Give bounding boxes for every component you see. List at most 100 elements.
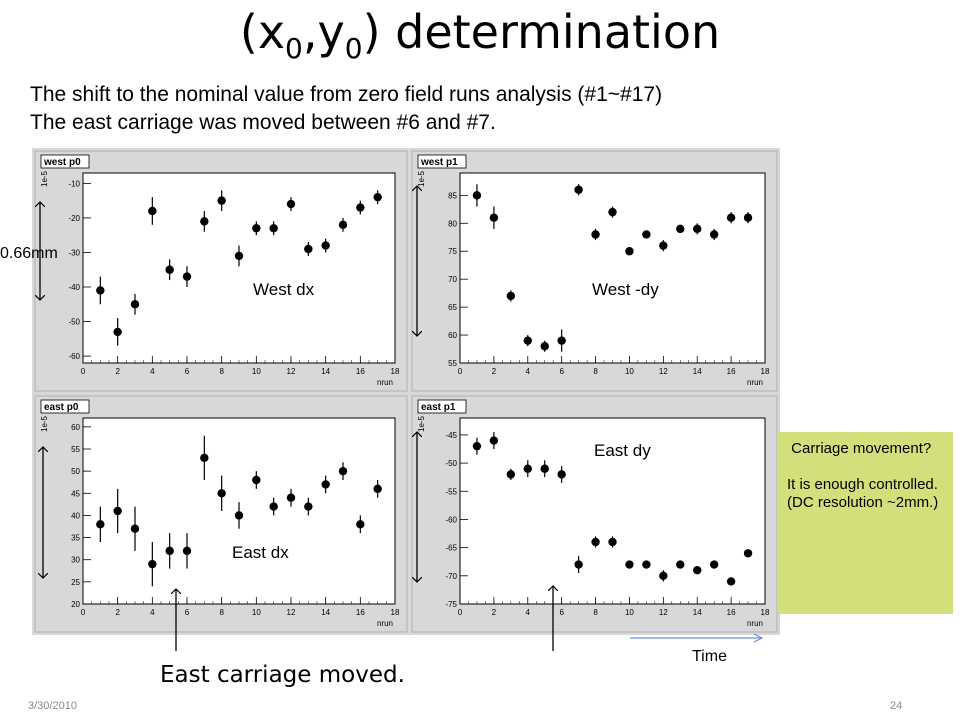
x-tick-label: 6 [559,608,564,617]
y-tick-label: 30 [71,556,80,565]
data-point [130,524,140,533]
data-point [557,470,566,479]
x-tick-label: 18 [391,608,400,617]
x-tick-label: 6 [185,367,190,376]
y-tick-label: 20 [71,600,80,609]
data-point [182,272,192,281]
data-point [574,185,583,194]
y-tick-label: -60 [445,515,457,524]
x-tick-label: 16 [727,608,736,617]
chart-title: east p0 [44,402,79,413]
data-point [591,537,600,547]
x-tick-label: 6 [559,367,564,376]
data-point [148,559,157,569]
time-label: Time [692,648,727,665]
subtitle-line-1: The shift to the nominal value from zero… [30,83,663,106]
y-axis-label: 1e-5 [40,170,49,187]
data-point [709,230,719,239]
data-point [217,196,226,205]
chart-title-box [40,154,90,169]
y-tick-label: -50 [445,459,457,468]
footer-page-number: 24 [890,700,903,712]
x-tick-label: 0 [81,367,86,376]
data-point [165,265,174,274]
chart-east-p1: east p1 1e-5 nrun 0 2 4 6 8 10 12 14 16 18 -75 -70 -65 -… [411,395,778,633]
x-tick-label: 4 [150,367,155,376]
y-axis-label: 1e-5 [417,415,426,432]
data-point [217,489,226,498]
y-tick-label: 55 [448,359,457,368]
x-tick-label: 16 [356,608,365,617]
data-point [625,247,634,256]
data-point [200,217,209,226]
data-point [642,230,651,239]
data-point [252,475,261,485]
data-point [540,342,549,351]
data-point [659,571,668,581]
caption-east-moved: East carriage moved. [160,662,405,688]
x-tick-label: 2 [492,367,497,376]
label-east-dy: East dy [594,441,651,460]
data-point [506,470,516,479]
note-line-1: Carriage movement? [787,440,932,457]
data-point [96,520,105,529]
data-point [726,213,736,222]
label-west-dy: West -dy [592,280,659,299]
data-point [286,493,296,502]
data-point [506,291,516,301]
y-tick-label: -45 [445,431,457,440]
data-point [743,213,753,222]
data-point [373,484,382,494]
data-point [642,560,651,569]
x-tick-label: 10 [252,608,261,617]
data-point [591,230,600,239]
y-tick-label: 50 [71,467,80,476]
x-tick-label: 6 [185,608,190,617]
data-point [338,466,348,476]
data-point [743,549,753,558]
x-tick-label: 14 [321,608,330,617]
y-tick-label: -70 [445,572,457,581]
x-tick-label: 0 [81,608,86,617]
data-point [113,327,122,337]
x-tick-label: 4 [526,608,531,617]
x-tick-label: 10 [252,367,261,376]
data-point [321,241,330,250]
data-point [709,560,719,569]
x-tick-label: 14 [693,367,702,376]
y-tick-label: -60 [68,352,80,361]
y-tick-label: 65 [448,303,457,312]
x-axis-label: nrun [747,619,763,628]
charts-svg: west p0 1e-5 nrun 0 2 4 6 8 10 12 14 16 18 -60 -50 -40 -… [34,150,778,633]
label-west-dx: West dx [253,280,315,299]
y-tick-label: -75 [445,600,457,609]
data-point [356,203,365,212]
data-point [373,192,382,202]
x-tick-label: 14 [321,367,330,376]
data-point [269,502,278,511]
data-point [234,251,244,261]
data-point [693,224,702,234]
data-point [234,511,244,520]
y-tick-label: 35 [71,534,80,543]
x-tick-label: 14 [693,608,702,617]
data-point [659,241,668,250]
x-tick-label: 0 [458,367,463,376]
data-point [338,220,348,230]
x-tick-label: 0 [458,608,463,617]
y-axis-label: 1e-5 [417,170,426,187]
y-tick-label: -30 [68,248,80,257]
x-tick-label: 12 [659,608,668,617]
data-point [252,224,261,233]
chart-west-p0: west p0 1e-5 nrun 0 2 4 6 8 10 12 14 16 18 -60 -50 -40 -… [34,150,408,392]
y-tick-label: 75 [448,247,457,256]
x-tick-label: 2 [492,608,497,617]
x-tick-label: 2 [115,608,120,617]
data-point [165,546,174,556]
data-point [625,560,634,569]
y-tick-label: 25 [71,578,80,587]
chart-title-box [417,399,467,414]
chart-panel: west p0 1e-5 nrun 0 2 4 6 8 10 12 14 16 18 -60 -50 -40 -… [32,148,780,635]
data-point [523,336,532,345]
y-tick-label: 70 [448,275,457,284]
